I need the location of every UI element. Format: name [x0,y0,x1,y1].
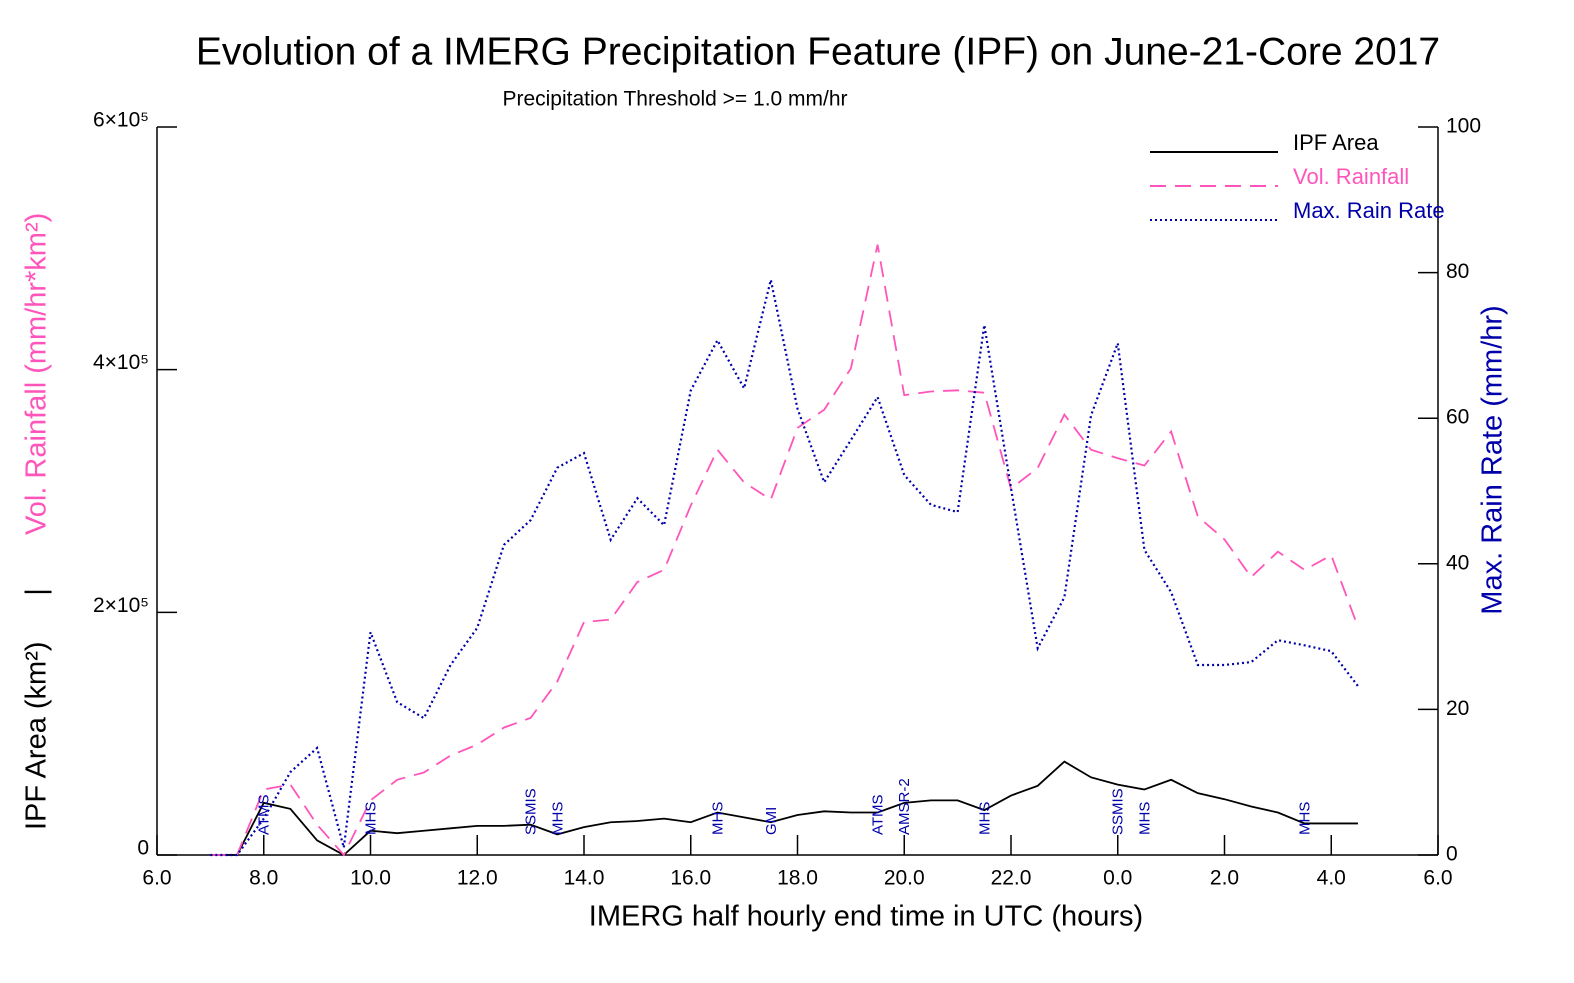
legend-label: IPF Area [1293,130,1379,155]
series-line [210,279,1359,857]
x-tick-label: 4.0 [1317,867,1346,890]
sensor-annotation: MHS [362,802,379,835]
x-tick-label: 0.0 [1103,867,1132,890]
y-axis-label: IPF Area (km²) [21,641,53,830]
y-axis-label-separator: | [21,588,53,596]
y2-tick-label: 80 [1446,260,1469,283]
sensor-annotation: MHS [549,802,566,835]
x-axis-label: IMERG half hourly end time in UTC (hours… [589,901,1143,933]
y-tick-label: 4×10⁵ [93,351,149,374]
sensor-annotation: MHS [709,802,726,835]
x-tick-label: 20.0 [884,867,925,890]
y2-tick-label: 20 [1446,697,1469,720]
x-tick-label: 2.0 [1210,867,1239,890]
y-axis-label-secondary: Vol. Rainfall (mm/hr*km²) [21,213,53,535]
sensor-annotation: MHS [1136,802,1153,835]
sensor-annotation: SSMIS [1110,788,1127,835]
y-tick-label: 0 [137,837,149,860]
legend-label: Max. Rain Rate [1293,198,1445,223]
series-line [210,244,1359,857]
y2-tick-label: 0 [1446,843,1458,866]
sensor-annotation: ATMS [870,794,887,835]
sensor-annotation: GMI [763,807,780,835]
sensor-annotation: SSMIS [523,788,540,835]
y-tick-label: 2×10⁵ [93,594,149,617]
x-tick-label: 6.0 [142,867,171,890]
sensor-annotation: AMSR-2 [896,778,913,835]
legend-label: Vol. Rainfall [1293,164,1409,189]
y-tick-label: 6×10⁵ [93,109,149,132]
x-tick-label: 8.0 [249,867,278,890]
x-tick-label: 14.0 [564,867,605,890]
sensor-annotation: MHS [1297,802,1314,835]
series-line [210,760,1358,857]
x-tick-label: 6.0 [1423,867,1452,890]
y2-tick-label: 40 [1446,551,1469,574]
x-tick-label: 10.0 [350,867,391,890]
y2-axis-label: Max. Rain Rate (mm/hr) [1477,305,1509,614]
chart-subtitle: Precipitation Threshold >= 1.0 mm/hr [502,88,847,111]
x-tick-label: 16.0 [670,867,711,890]
y2-tick-label: 60 [1446,406,1469,429]
y2-tick-label: 100 [1446,115,1481,138]
x-tick-label: 18.0 [777,867,818,890]
x-tick-label: 22.0 [991,867,1032,890]
sensor-annotation: MHS [976,802,993,835]
x-tick-label: 12.0 [457,867,498,890]
sensor-annotation: ATMS [256,794,273,835]
chart-title: Evolution of a IMERG Precipitation Featu… [196,30,1440,73]
